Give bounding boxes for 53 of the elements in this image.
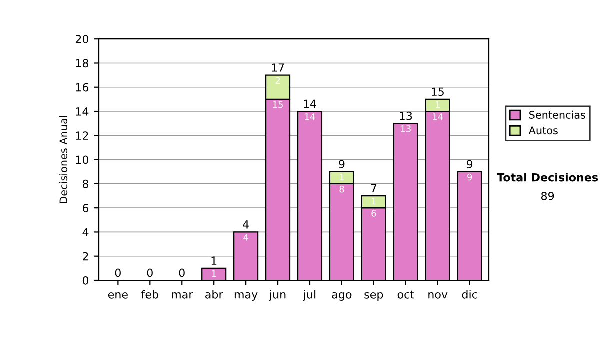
data-label: 13 [401, 126, 411, 132]
data-label: 9 [468, 174, 472, 181]
x-tick-label: oct [398, 290, 414, 299]
data-label: 2 [276, 77, 280, 84]
y-tick-label: 4 [82, 228, 89, 236]
x-tick-label: feb [142, 290, 158, 299]
x-tick-label: jun [269, 290, 286, 301]
total-label: 0 [179, 268, 185, 278]
y-tick-label: 6 [82, 204, 89, 212]
data-label: 1 [340, 174, 344, 181]
y-tick-label: 8 [82, 180, 89, 188]
data-label: 1 [212, 270, 216, 278]
x-tick-label: may [234, 292, 258, 301]
y-tick-label: 14 [76, 108, 89, 116]
x-tick-label: abr [206, 290, 224, 299]
x-tick-label: jul [303, 290, 316, 301]
data-label: 14 [305, 114, 316, 120]
x-tick-label: nov [428, 292, 448, 299]
y-tick-label: 16 [76, 83, 89, 92]
total-label: 17 [272, 64, 284, 72]
x-tick-label: sep [364, 292, 384, 301]
data-label: 1 [372, 198, 376, 205]
legend-label: Autos [528, 126, 558, 135]
total-label: 1 [212, 256, 217, 265]
y-tick-label: 18 [76, 59, 89, 68]
y-tick-label: 2 [83, 252, 88, 261]
legend-label: Sentencias [530, 110, 586, 119]
text: Total Decisiones [497, 173, 598, 182]
data-label: 6 [372, 210, 376, 217]
total-label: 7 [371, 184, 377, 192]
x-tick-label: dic [462, 290, 478, 299]
x-tick-label: ene [108, 292, 128, 299]
y-tick-label: 0 [82, 276, 89, 285]
total-label: 14 [304, 100, 316, 108]
total-label: 9 [466, 160, 473, 169]
y-tick-label: 12 [76, 132, 88, 140]
total-label: 15 [432, 88, 444, 96]
data-label: 1 [436, 102, 440, 108]
data-label: 8 [340, 186, 344, 193]
y-tick-label: 10 [76, 156, 89, 164]
y-axis-title: Decisiones Anual [60, 116, 68, 204]
data-label: 4 [244, 234, 248, 241]
text: 89 [541, 192, 554, 200]
x-tick-label: ago [332, 292, 352, 301]
total-label: 0 [147, 268, 153, 278]
total-label: 9 [339, 160, 345, 169]
data-label: 14 [433, 114, 444, 120]
total-label: 13 [400, 112, 412, 120]
x-tick-label: mar [172, 292, 194, 299]
total-label: 0 [115, 268, 121, 278]
data-label: 15 [273, 102, 283, 108]
y-tick-label: 20 [76, 35, 89, 44]
total-label: 4 [243, 220, 249, 229]
